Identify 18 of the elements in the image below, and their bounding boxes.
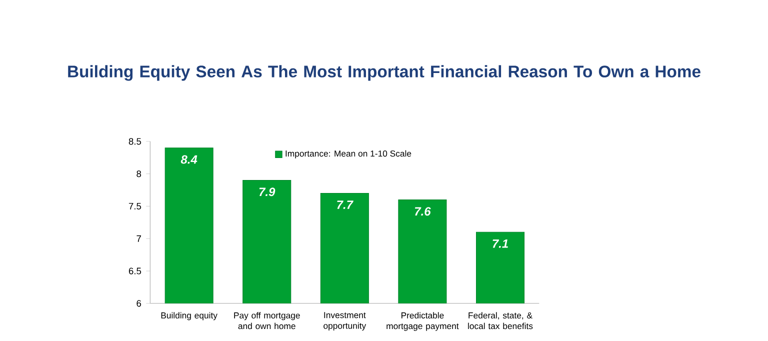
y-tick-label: 7.5 xyxy=(128,202,142,210)
data-label: 7.9 xyxy=(259,188,276,196)
data-label: 7.1 xyxy=(492,239,508,248)
data-label: 7.7 xyxy=(337,200,354,209)
y-tick-label: 8 xyxy=(136,170,142,178)
y-tick-label: 8.5 xyxy=(128,138,142,145)
chart-title: Building Equity Seen As The Most Important Financial Reason To Own a Home xyxy=(68,65,700,81)
x-tick-label: Building equity xyxy=(161,312,218,320)
y-tick-label: 6.5 xyxy=(128,268,142,274)
y-tick-label: 6 xyxy=(136,300,142,307)
legend-label: Importance: Mean on 1-10 Scale xyxy=(286,150,412,158)
x-tick-label: Pay off mortgage and own home xyxy=(234,312,300,330)
x-tick-label: Investment opportunity xyxy=(324,312,366,331)
data-label: 7.6 xyxy=(414,207,431,216)
x-tick-label: Predictable mortgage payment xyxy=(386,312,459,331)
x-tick-label: Federal, state, & local tax benefits xyxy=(468,312,533,330)
y-tick-label: 7 xyxy=(136,235,141,242)
data-label: 8.4 xyxy=(180,155,198,164)
